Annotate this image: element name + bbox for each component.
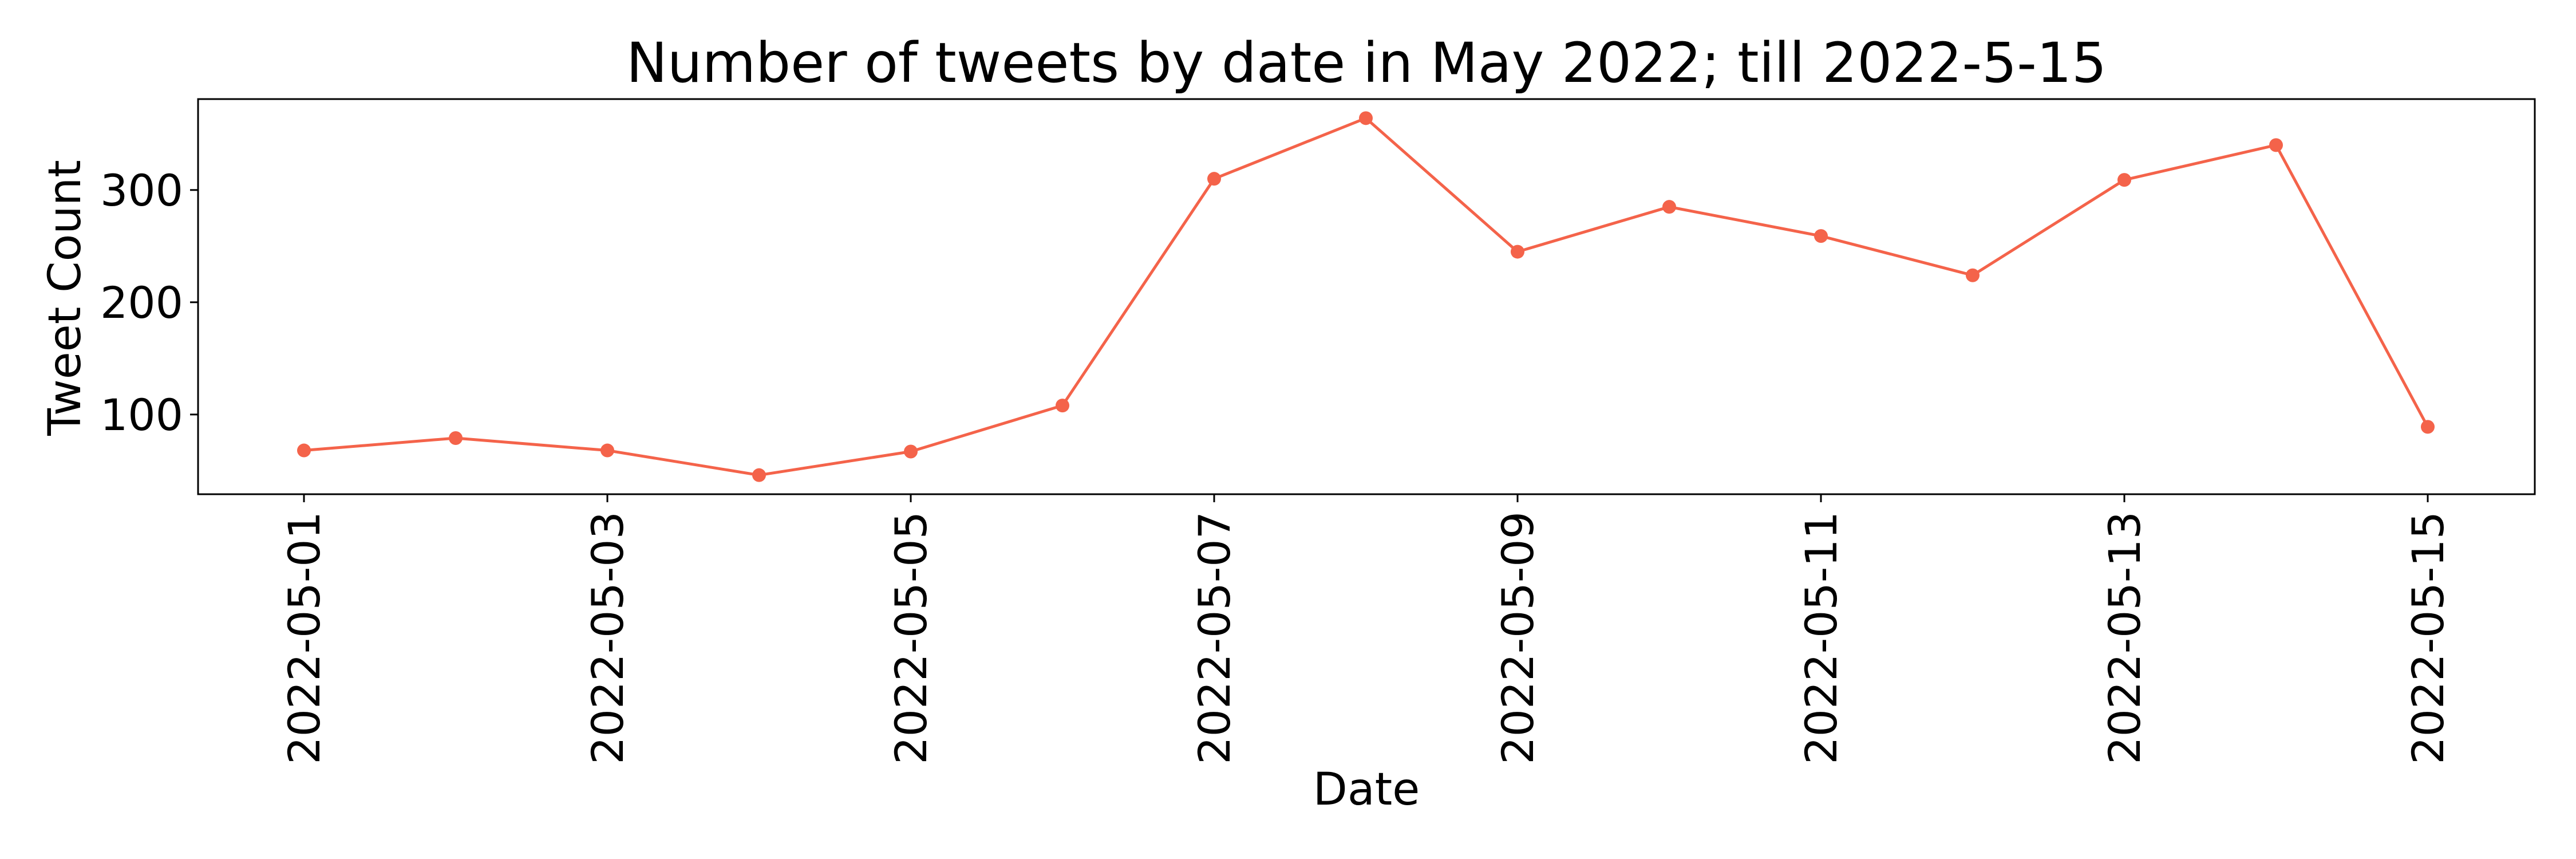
data-point: [1056, 399, 1069, 413]
data-point: [449, 431, 463, 445]
y-tick-label: 200: [100, 277, 183, 328]
x-axis-ticks: 2022-05-01 2022-05-03 2022-05-05 2022-05-07…: [279, 494, 2453, 765]
data-point: [904, 444, 918, 459]
x-tick-label: 2022-05-01: [279, 511, 330, 765]
data-point: [2269, 138, 2283, 152]
y-tick-label: 100: [100, 389, 183, 440]
y-tick-label: 300: [100, 165, 183, 216]
data-point: [2117, 173, 2131, 187]
plot-frame: [197, 98, 2536, 495]
x-axis-label: Date: [1313, 764, 1420, 815]
x-tick-label: 2022-05-11: [1796, 511, 1847, 765]
data-point: [297, 443, 311, 458]
data-point: [752, 468, 766, 482]
x-tick-label: 2022-05-09: [1492, 511, 1543, 765]
x-tick-label: 2022-05-03: [582, 511, 633, 765]
data-point: [1966, 268, 1980, 282]
data-point: [1511, 245, 1524, 259]
x-tick-label: 2022-05-13: [2099, 511, 2150, 765]
x-tick-label: 2022-05-05: [886, 511, 937, 765]
chart-title: Number of tweets by date in May 2022; ti…: [626, 31, 2107, 95]
data-point: [1814, 229, 1828, 243]
data-point: [2421, 420, 2435, 434]
data-point: [1359, 111, 1373, 125]
y-axis-ticks: 100 200 300: [100, 165, 198, 440]
data-point: [1207, 172, 1221, 186]
x-tick-label: 2022-05-07: [1189, 511, 1240, 765]
series-layer: [297, 111, 2435, 482]
x-tick-label: 2022-05-15: [2403, 511, 2453, 765]
series-line: [303, 116, 2429, 477]
data-point: [1662, 200, 1676, 214]
data-point: [600, 443, 614, 458]
y-axis-label: Tweet Count: [39, 160, 91, 436]
